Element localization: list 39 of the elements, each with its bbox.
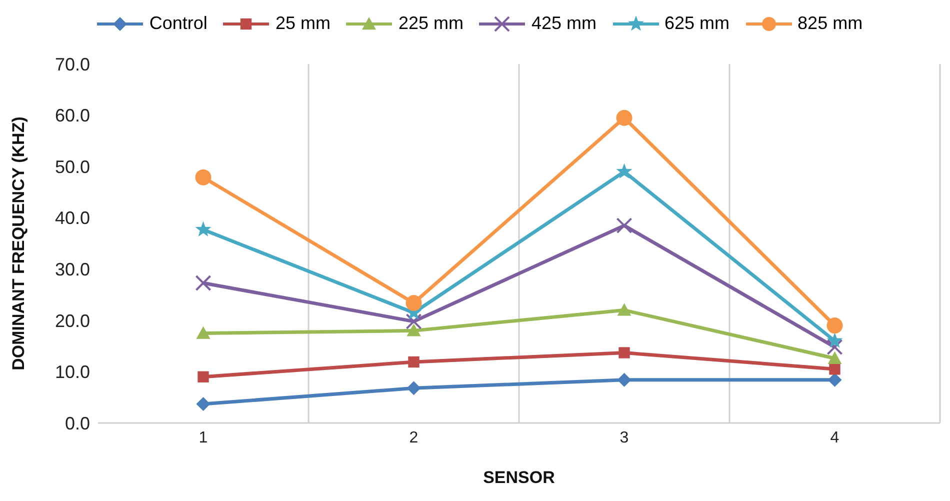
legend-label: 225 mm	[397, 13, 464, 34]
x-axis-title: SENSOR	[483, 468, 555, 487]
point	[195, 169, 212, 186]
point	[616, 163, 632, 178]
legend-label: 425 mm	[530, 13, 597, 34]
point	[406, 381, 421, 396]
x-tick-label: 2	[409, 429, 418, 446]
y-tick-label: 40.0	[54, 208, 90, 228]
point	[406, 294, 422, 311]
point	[198, 371, 209, 382]
point	[196, 397, 210, 412]
x-tick-label: 3	[620, 429, 629, 446]
x-tick-label: 4	[830, 429, 840, 446]
y-tick-label: 20.0	[54, 310, 90, 331]
y-tick-label: 60.0	[54, 106, 90, 126]
legend-label: Control	[148, 13, 208, 34]
point	[826, 332, 843, 348]
legend-label: 625 mm	[664, 13, 730, 34]
point	[196, 326, 210, 339]
point	[617, 303, 632, 316]
point	[408, 356, 420, 368]
legend-label: 25 mm	[274, 13, 330, 34]
y-axis-title: DOMINANT FREQUENCY (KHZ)	[9, 116, 28, 370]
legend-label: 825 mm	[796, 13, 863, 34]
point	[826, 318, 843, 334]
y-tick-label: 30.0	[54, 260, 90, 280]
point	[618, 347, 630, 358]
point	[829, 364, 840, 375]
y-tick-label: 70.0	[54, 54, 90, 74]
y-tick-label: 50.0	[54, 156, 90, 177]
point	[828, 372, 842, 387]
point	[616, 110, 632, 126]
y-tick-label: 10.0	[54, 362, 90, 382]
point	[828, 351, 842, 364]
point	[617, 372, 632, 387]
x-tick-label: 1	[198, 429, 208, 446]
point	[406, 324, 421, 336]
point	[195, 221, 212, 236]
y-tick-label: 0.0	[64, 413, 90, 434]
